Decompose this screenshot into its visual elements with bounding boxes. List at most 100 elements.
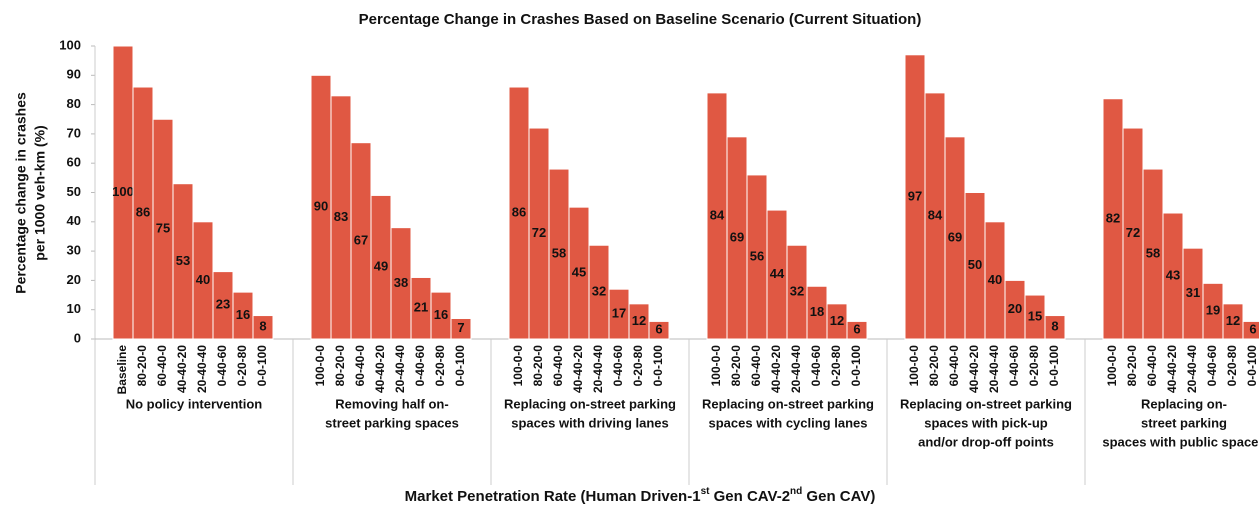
group-label: street parking spaces	[325, 415, 459, 430]
data-label: 83	[334, 209, 348, 224]
x-tick-label: 20-40-40	[195, 345, 209, 393]
y-axis-title: Percentage change in crashes	[13, 92, 29, 294]
x-tick-label: 40-40-20	[1165, 345, 1179, 393]
data-label: 72	[532, 225, 546, 240]
x-tick-label: Baseline	[115, 345, 129, 395]
data-label: 32	[790, 284, 804, 299]
x-axis-title-part: Gen CAV-2	[709, 488, 790, 505]
data-label: 75	[156, 221, 170, 236]
x-tick-label: 20-40-40	[393, 345, 407, 393]
data-label: 56	[750, 248, 764, 263]
y-tick-label: 60	[67, 155, 81, 170]
y-tick-label: 30	[67, 243, 81, 258]
bar	[252, 315, 274, 340]
x-tick-label: 0-20-80	[631, 345, 645, 387]
x-tick-label: 40-40-20	[571, 345, 585, 393]
x-tick-label: 0-20-80	[829, 345, 843, 387]
bar	[846, 320, 868, 340]
data-label: 16	[236, 307, 250, 322]
data-label: 23	[216, 297, 230, 312]
x-tick-label: 80-20-0	[927, 345, 941, 387]
data-label: 20	[1008, 301, 1022, 316]
group-label: and/or drop-off points	[918, 434, 1054, 449]
y-tick-label: 100	[59, 37, 81, 52]
data-label: 12	[830, 313, 844, 328]
y-tick-label: 70	[67, 125, 81, 140]
group-label: spaces with public spaces	[1102, 434, 1259, 449]
data-label: 21	[414, 300, 428, 315]
bar	[450, 317, 472, 340]
group-label: Removing half on-	[335, 396, 448, 411]
y-tick-label: 50	[67, 184, 81, 199]
data-label: 100	[112, 184, 134, 199]
x-tick-label: 40-40-20	[373, 345, 387, 393]
y-tick-label: 0	[74, 330, 81, 345]
x-tick-label: 0-40-60	[1205, 345, 1219, 387]
y-tick-label: 10	[67, 301, 81, 316]
data-label: 84	[928, 207, 943, 222]
x-tick-label: 40-40-20	[769, 345, 783, 393]
group-label: Replacing on-street parking	[504, 396, 676, 411]
x-tick-label: 20-40-40	[591, 345, 605, 393]
data-label: 7	[457, 320, 464, 335]
x-tick-label: 0-20-80	[1225, 345, 1239, 387]
x-tick-label: 0-40-60	[1007, 345, 1021, 387]
data-label: 8	[259, 319, 266, 334]
x-axis-title-part: Market Penetration Rate (Human Driven-1	[405, 488, 701, 505]
x-tick-label: 80-20-0	[135, 345, 149, 387]
x-tick-label: 100-0-0	[313, 345, 327, 387]
group-label: spaces with cycling lanes	[709, 415, 868, 430]
x-tick-label: 60-40-0	[551, 345, 565, 387]
data-label: 12	[1226, 313, 1240, 328]
data-label: 38	[394, 275, 408, 290]
data-label: 86	[136, 204, 150, 219]
bar	[1242, 320, 1259, 340]
y-tick-label: 20	[67, 272, 81, 287]
x-tick-label: 20-40-40	[1185, 345, 1199, 393]
y-tick-label: 80	[67, 96, 81, 111]
x-tick-label: 0-0-100	[1245, 345, 1259, 387]
group-label: spaces with driving lanes	[511, 415, 669, 430]
group-label: Replacing on-street parking	[702, 396, 874, 411]
x-tick-label: 0-0-100	[1047, 345, 1061, 387]
data-label: 6	[853, 322, 860, 337]
x-tick-label: 100-0-0	[1105, 345, 1119, 387]
data-label: 84	[710, 207, 725, 222]
x-tick-label: 100-0-0	[511, 345, 525, 387]
data-label: 50	[968, 257, 982, 272]
x-tick-label: 100-0-0	[907, 345, 921, 387]
data-label: 18	[810, 304, 824, 319]
x-tick-label: 60-40-0	[353, 345, 367, 387]
data-label: 12	[632, 313, 646, 328]
data-label: 31	[1186, 285, 1200, 300]
x-tick-label: 0-0-100	[255, 345, 269, 387]
x-tick-label: 0-20-80	[235, 345, 249, 387]
x-tick-label: 0-20-80	[1027, 345, 1041, 387]
x-tick-label: 100-0-0	[709, 345, 723, 387]
data-label: 53	[176, 253, 190, 268]
x-tick-label: 60-40-0	[155, 345, 169, 387]
chart-title: Percentage Change in Crashes Based on Ba…	[359, 11, 922, 28]
data-label: 19	[1206, 303, 1220, 318]
x-axis-title-part: nd	[790, 486, 802, 497]
x-tick-label: 40-40-20	[967, 345, 981, 393]
x-axis-title-part: st	[701, 486, 711, 497]
x-tick-label: 0-0-100	[453, 345, 467, 387]
x-tick-label: 80-20-0	[531, 345, 545, 387]
data-label: 82	[1106, 210, 1120, 225]
x-tick-label: 0-40-60	[215, 345, 229, 387]
data-label: 40	[988, 272, 1002, 287]
x-tick-label: 60-40-0	[1145, 345, 1159, 387]
x-tick-label: 20-40-40	[789, 345, 803, 393]
x-axis-title: Market Penetration Rate (Human Driven-1s…	[405, 486, 876, 505]
group-label: Replacing on-	[1141, 396, 1227, 411]
data-label: 8	[1051, 319, 1058, 334]
x-tick-label: 0-40-60	[809, 345, 823, 387]
data-label: 67	[354, 232, 368, 247]
x-tick-label: 0-40-60	[413, 345, 427, 387]
x-tick-label: 80-20-0	[1125, 345, 1139, 387]
x-tick-label: 20-40-40	[987, 345, 1001, 393]
x-tick-label: 0-0-100	[651, 345, 665, 387]
data-label: 32	[592, 284, 606, 299]
